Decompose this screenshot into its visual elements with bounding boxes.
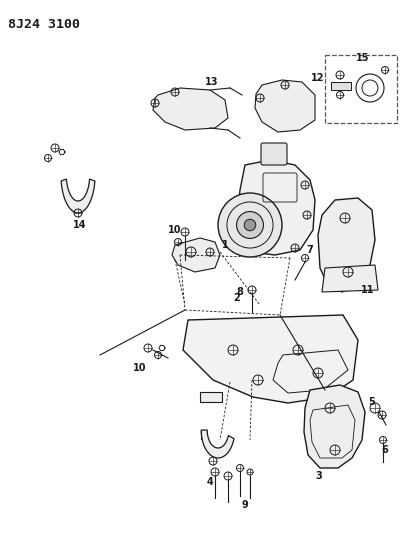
Text: 1: 1 xyxy=(222,240,228,250)
Text: 8: 8 xyxy=(237,287,243,297)
Text: 14: 14 xyxy=(73,220,87,230)
Polygon shape xyxy=(172,238,220,272)
Polygon shape xyxy=(255,80,315,132)
Circle shape xyxy=(218,193,282,257)
Text: 3: 3 xyxy=(315,471,322,481)
Polygon shape xyxy=(322,265,378,292)
Circle shape xyxy=(237,212,263,238)
FancyBboxPatch shape xyxy=(200,392,222,402)
FancyBboxPatch shape xyxy=(261,143,287,165)
Polygon shape xyxy=(304,385,365,468)
Text: 10: 10 xyxy=(168,225,182,235)
Polygon shape xyxy=(183,315,358,403)
Bar xyxy=(331,82,351,90)
Polygon shape xyxy=(201,430,234,458)
Polygon shape xyxy=(61,179,95,213)
Text: 11: 11 xyxy=(361,285,375,295)
Text: 13: 13 xyxy=(205,77,219,87)
Text: 8J24 3100: 8J24 3100 xyxy=(8,18,80,31)
Polygon shape xyxy=(237,160,315,255)
Text: 6: 6 xyxy=(382,445,388,455)
Circle shape xyxy=(244,219,256,231)
Polygon shape xyxy=(153,88,228,130)
Text: 15: 15 xyxy=(356,53,370,63)
Text: 5: 5 xyxy=(369,397,375,407)
Text: 2: 2 xyxy=(234,293,241,303)
Text: 9: 9 xyxy=(242,500,248,510)
Text: 12: 12 xyxy=(311,73,325,83)
Text: 10: 10 xyxy=(133,363,147,373)
Polygon shape xyxy=(318,198,375,292)
Text: 7: 7 xyxy=(307,245,313,255)
Text: 4: 4 xyxy=(207,477,213,487)
